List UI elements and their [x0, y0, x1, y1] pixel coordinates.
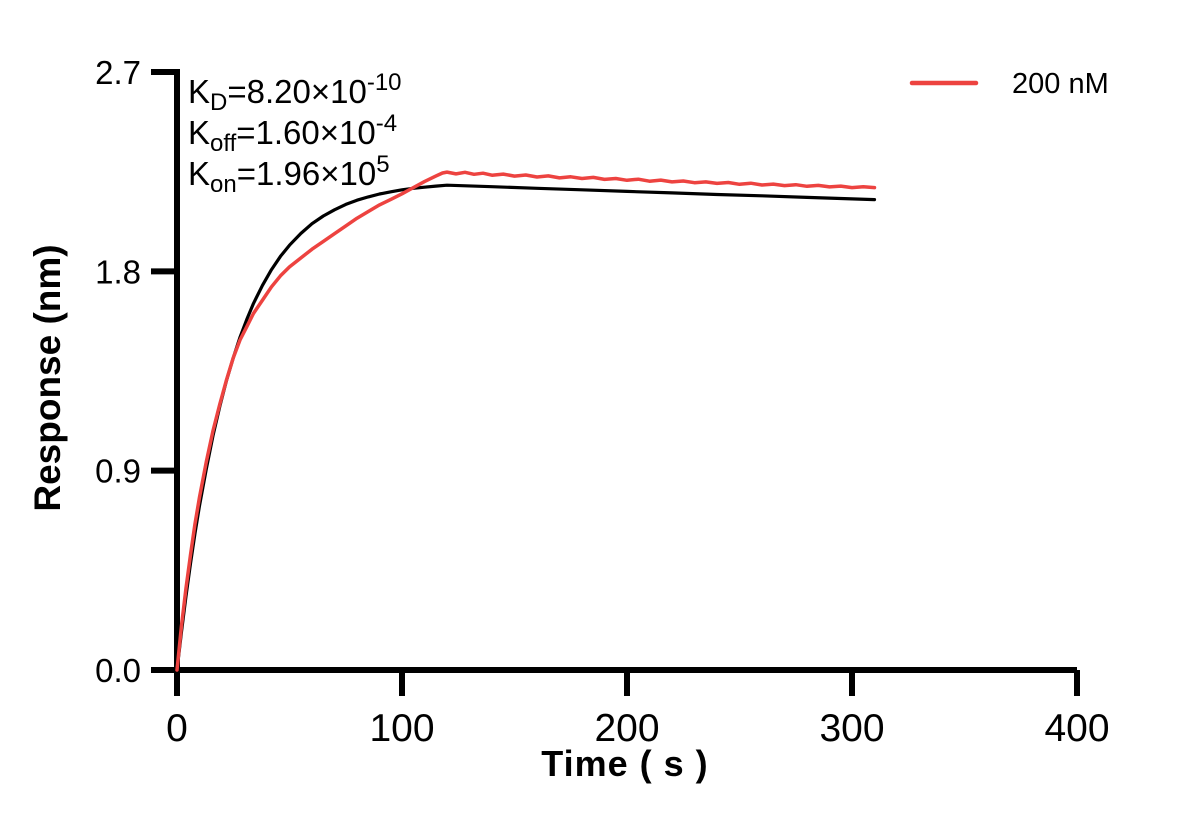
- x-tick-label: 300: [819, 707, 884, 750]
- y-tick-label: 2.7: [95, 54, 141, 91]
- axis-ticks: [151, 69, 1080, 696]
- data-curves: [175, 170, 877, 672]
- kinetic-constant-on: Kon=1.96×105: [188, 151, 390, 198]
- x-tick-label: 100: [369, 707, 434, 750]
- kinetic-constant-off: Koff=1.60×10-4: [188, 110, 397, 157]
- y-tick-label: 1.8: [95, 253, 141, 290]
- x-tick-label: 0: [166, 707, 188, 750]
- axis-tick-labels: 0.0 0.9 1.8 2.7 0 100 200 300 400: [95, 54, 1109, 750]
- kinetic-constant-D: KD=8.20×10-10: [188, 69, 402, 116]
- y-tick-label: 0.0: [95, 652, 141, 689]
- x-axis-title: Time ( s ): [541, 743, 708, 784]
- x-tick-label: 200: [594, 707, 659, 750]
- x-tick-label: 400: [1044, 707, 1109, 750]
- y-tick-label: 0.9: [95, 453, 141, 490]
- axes: [151, 69, 1077, 673]
- legend: 200 nM: [909, 68, 1109, 100]
- legend-label: 200 nM: [1012, 68, 1109, 100]
- y-axis-title: Response (nm): [27, 244, 68, 511]
- measured-200nM-curve: [175, 170, 877, 672]
- fit-curve-curve: [175, 183, 877, 672]
